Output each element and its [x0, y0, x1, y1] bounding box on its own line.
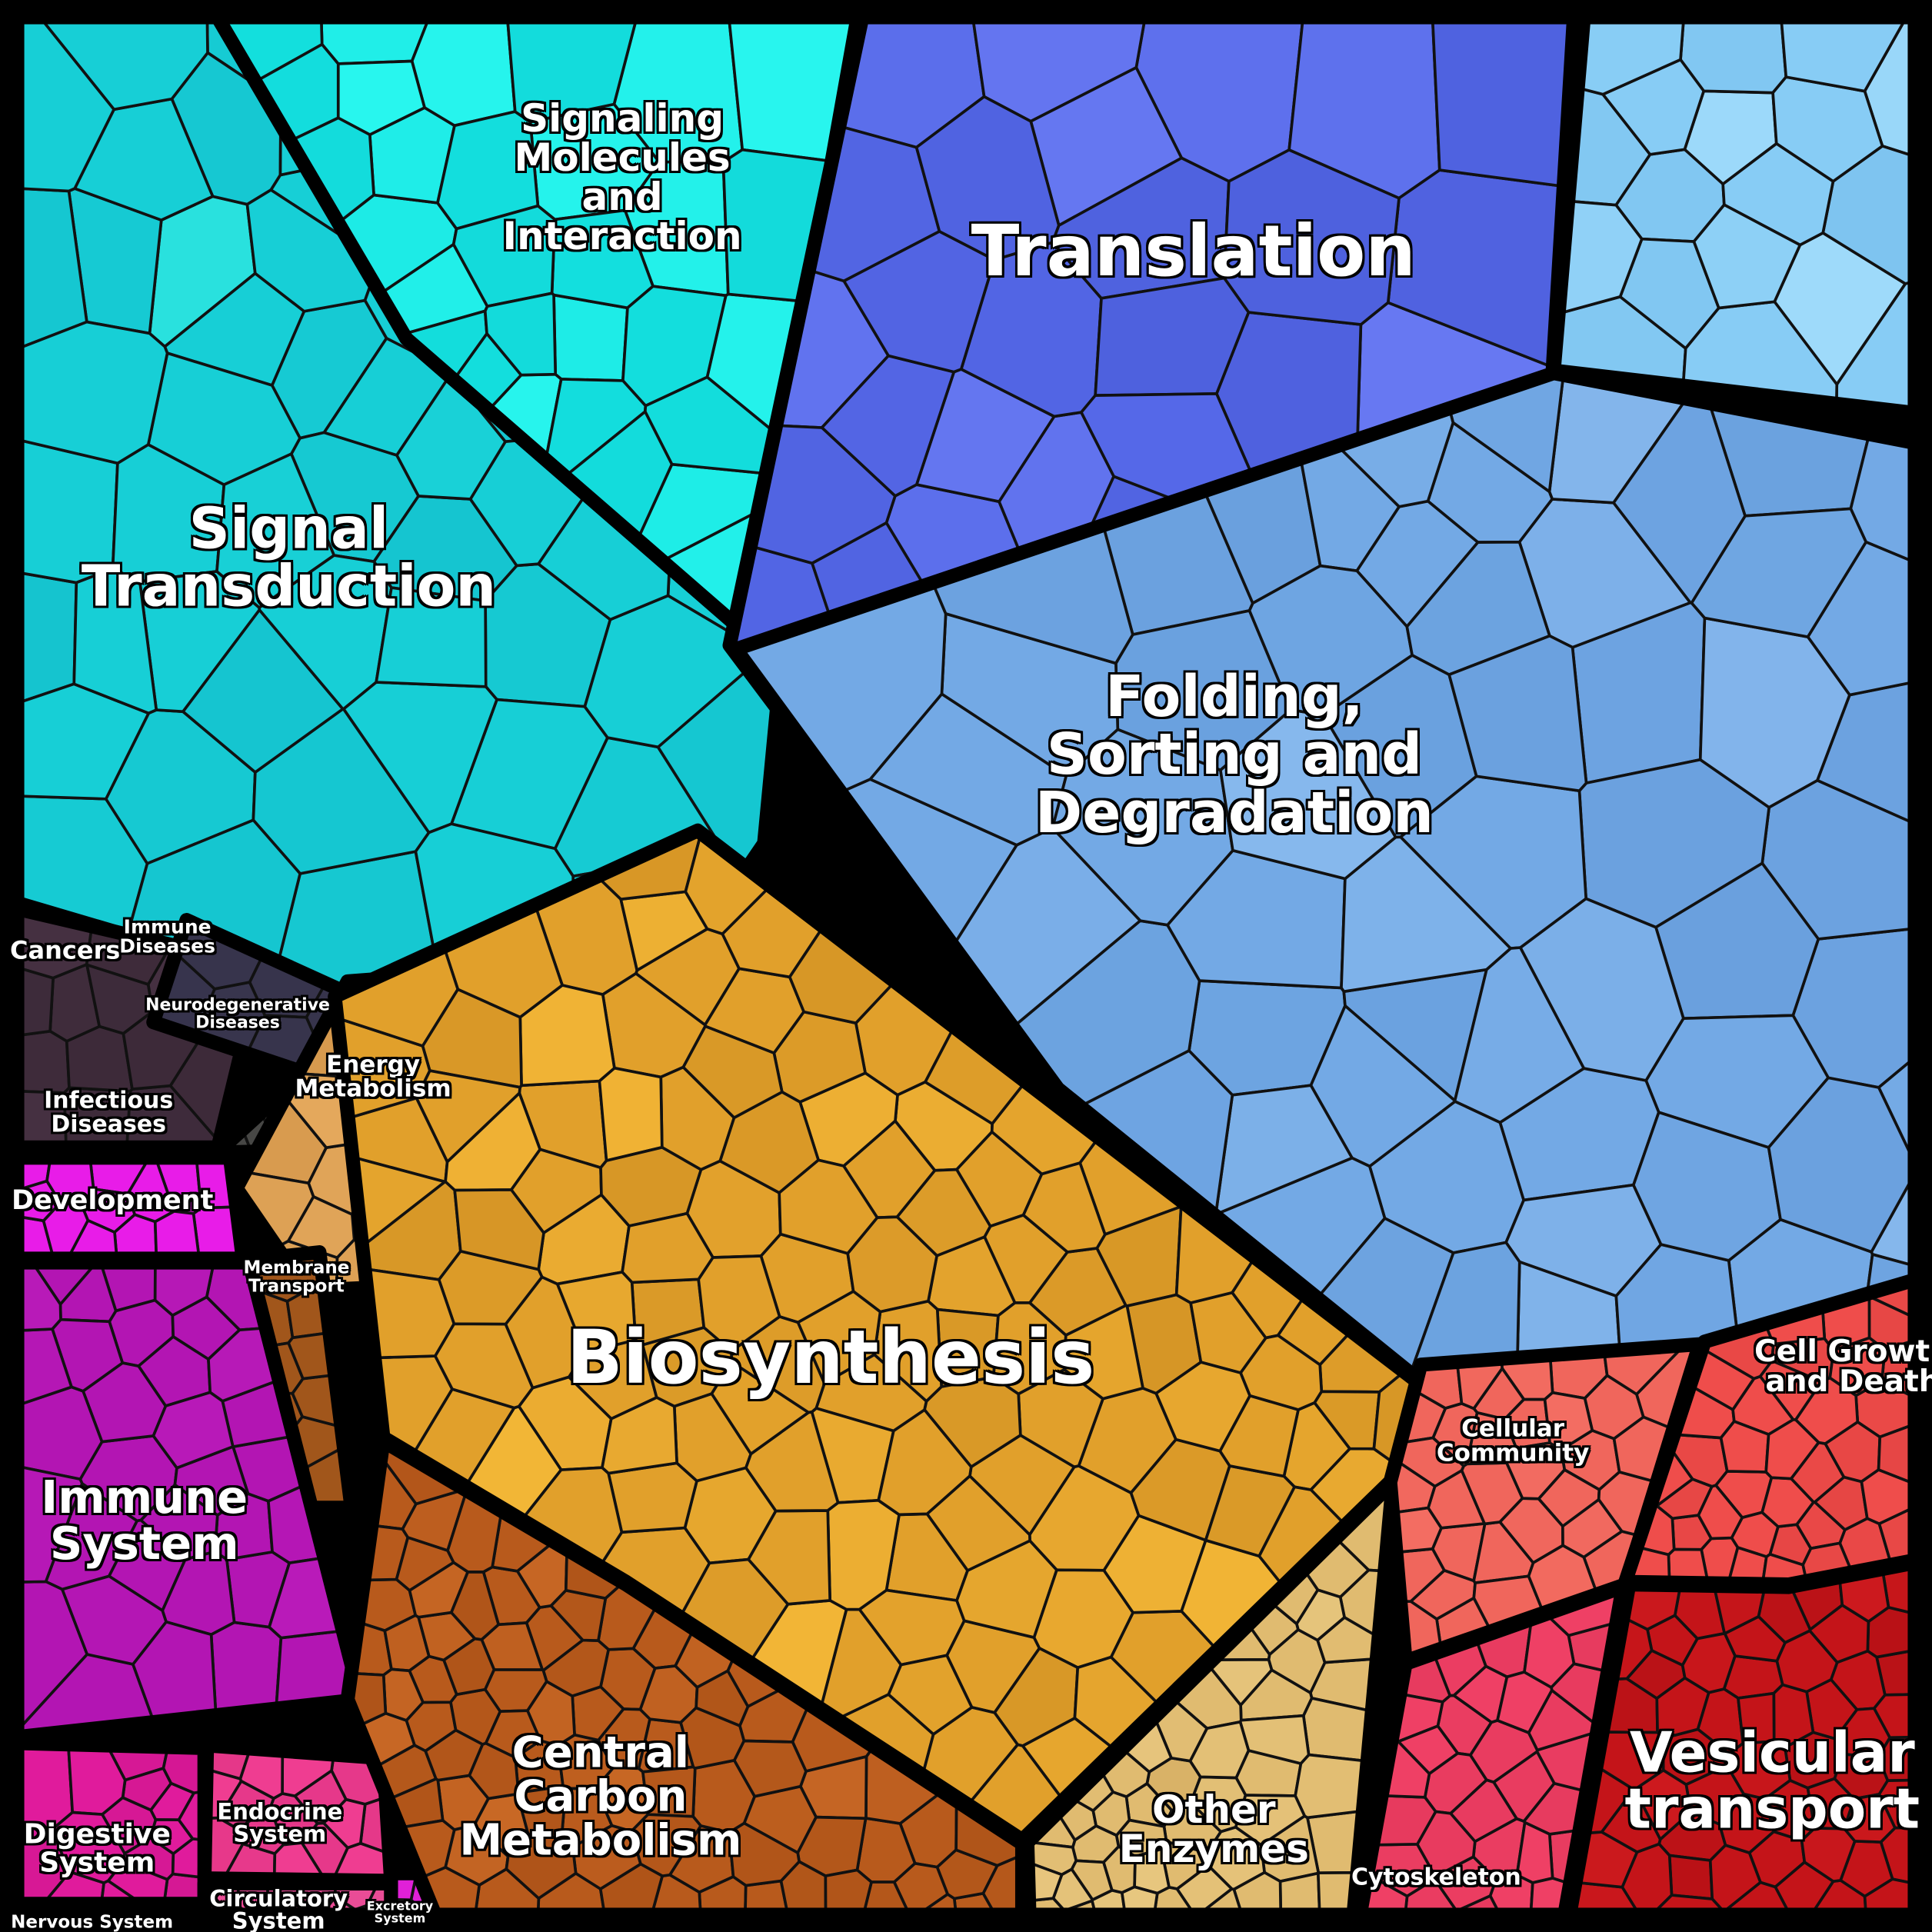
treemap-cell[interactable]	[1633, 1768, 1693, 1842]
treemap-cell[interactable]	[1154, 1361, 1252, 1453]
treemap-cell[interactable]	[629, 1813, 703, 1878]
treemap-cell[interactable]	[215, 451, 336, 610]
treemap-cell[interactable]	[887, 1654, 974, 1737]
treemap-cell[interactable]	[152, 1391, 235, 1470]
treemap-cell[interactable]	[138, 1483, 219, 1561]
region-outline-dna-maintenance	[1547, 3, 1932, 422]
treemap-cell[interactable]	[1736, 1691, 1776, 1745]
treemap-cell[interactable]	[1518, 897, 1685, 1082]
region-signaling-molecules[interactable]	[206, 3, 866, 642]
treemap-cell[interactable]	[1515, 1820, 1554, 1884]
treemap-cell[interactable]	[1062, 1304, 1145, 1401]
region-central-carbon-metabolism[interactable]	[340, 1434, 1030, 1932]
treemap-cell[interactable]	[1667, 1854, 1714, 1901]
treemap-cell[interactable]	[1340, 835, 1513, 994]
treemap-cell[interactable]	[321, 1797, 367, 1850]
treemap-cell[interactable]	[1395, 1724, 1460, 1776]
treemap-cell[interactable]	[641, 1765, 697, 1818]
treemap-cell[interactable]	[483, 291, 558, 377]
treemap-cell[interactable]	[598, 1066, 664, 1163]
treemap-cell[interactable]	[746, 1509, 832, 1606]
treemap-cell[interactable]	[1725, 1740, 1792, 1800]
treemap-cell[interactable]	[1447, 634, 1588, 793]
treemap-cell[interactable]	[410, 8, 517, 128]
treemap-cell[interactable]	[505, 1834, 578, 1900]
region-outline-cytoskeleton	[1350, 1580, 1631, 1932]
treemap-cell[interactable]	[991, 1301, 1068, 1396]
region-outline-central-carbon-metabolism	[340, 1434, 1030, 1932]
treemap-cell[interactable]	[1465, 1411, 1518, 1466]
treemap-cell[interactable]	[453, 1188, 545, 1271]
treemap-cell[interactable]	[1431, 8, 1576, 188]
treemap-cell[interactable]	[552, 293, 629, 382]
treemap-cell[interactable]	[375, 586, 488, 688]
treemap-cell[interactable]	[415, 1069, 522, 1164]
treemap-cell[interactable]	[796, 1289, 882, 1386]
treemap-cell[interactable]	[209, 1621, 283, 1717]
treemap-cell[interactable]	[1692, 202, 1802, 310]
region-vesicular-transport[interactable]	[1559, 1554, 1929, 1932]
treemap-cell[interactable]	[1764, 1418, 1821, 1481]
treemap-cell[interactable]	[1767, 1076, 1920, 1254]
treemap-cell[interactable]	[1133, 1847, 1171, 1895]
treemap-cell[interactable]	[361, 1180, 462, 1281]
treemap-cell[interactable]	[710, 1360, 811, 1456]
region-outline-other-enzymes	[1020, 1475, 1401, 1932]
treemap-cell[interactable]	[606, 1461, 699, 1534]
treemap-cell[interactable]	[555, 1270, 638, 1354]
region-cytoskeleton[interactable]	[1350, 1580, 1631, 1932]
treemap-cell[interactable]	[60, 1574, 168, 1666]
region-endocrine-system[interactable]	[197, 1738, 398, 1888]
treemap-cell[interactable]	[925, 1474, 1031, 1573]
treemap-cell[interactable]	[72, 567, 158, 715]
treemap-cell[interactable]	[935, 1307, 1000, 1389]
treemap-cell[interactable]	[1504, 1441, 1567, 1501]
treemap-cell[interactable]	[1295, 1588, 1347, 1642]
region-immune-diseases[interactable]	[146, 913, 391, 1081]
region-dna-maintenance[interactable]	[1547, 3, 1932, 667]
region-development[interactable]	[3, 1151, 250, 1266]
region-other-enzymes[interactable]	[1020, 1475, 1401, 1932]
treemap-cell[interactable]	[1681, 1631, 1737, 1694]
region-cell-growth-and-death[interactable]	[1618, 1271, 1929, 1592]
treemap-cell[interactable]	[600, 1396, 678, 1475]
treemap-cell[interactable]	[1188, 1720, 1251, 1780]
treemap-cell[interactable]	[681, 1024, 784, 1120]
treemap-cell[interactable]	[1448, 1778, 1519, 1844]
treemap-cell[interactable]	[433, 1322, 535, 1410]
treemap-cell[interactable]	[678, 1706, 746, 1770]
region-folding-sorting-degradation[interactable]	[728, 365, 1932, 1385]
region-biosynthesis[interactable]	[328, 823, 1426, 1847]
treemap-cell[interactable]	[778, 1158, 879, 1255]
treemap-cell[interactable]	[1843, 1792, 1897, 1844]
treemap-cell[interactable]	[1205, 1825, 1267, 1891]
treemap-cell[interactable]	[1773, 1860, 1836, 1932]
treemap-cell[interactable]	[1234, 1794, 1307, 1847]
treemap-cell[interactable]	[1543, 1391, 1594, 1452]
treemap-cell[interactable]	[8, 320, 169, 465]
treemap-cell[interactable]	[728, 1821, 801, 1887]
treemap-cell[interactable]	[1561, 1497, 1624, 1559]
treemap-cell[interactable]	[395, 371, 508, 501]
